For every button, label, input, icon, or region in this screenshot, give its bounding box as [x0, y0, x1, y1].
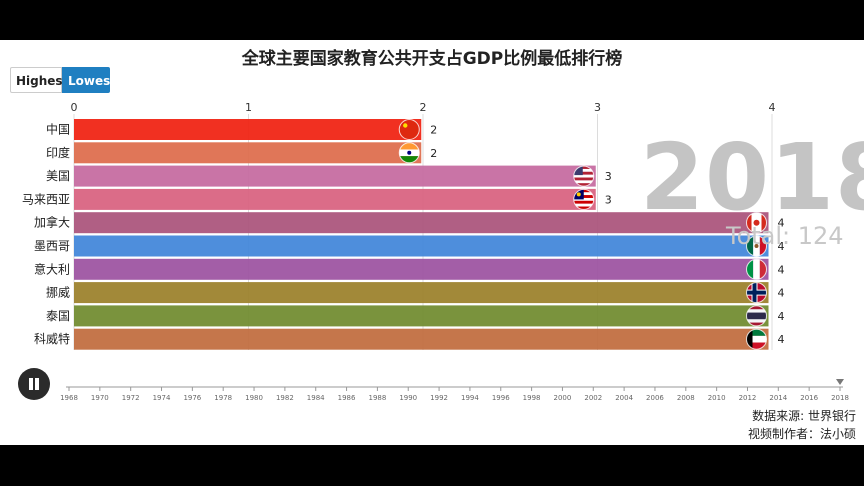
- bar: [74, 305, 769, 327]
- category-label: 加拿大: [34, 215, 70, 230]
- timeline-year-label: 1982: [276, 394, 294, 402]
- bar: [74, 119, 422, 140]
- timeline-year-label: 1994: [461, 394, 479, 402]
- data-label: 2: [430, 124, 437, 137]
- malaysia-flag-icon: [573, 188, 595, 210]
- data-label: 4: [778, 310, 785, 323]
- timeline-year-label: 2004: [615, 394, 633, 402]
- timeline-year-label: 2000: [554, 394, 572, 402]
- timeline-year-label: 1970: [91, 394, 109, 402]
- data-label: 2: [430, 147, 437, 160]
- timeline-year-label: 1988: [368, 394, 386, 402]
- data-label: 4: [778, 263, 785, 276]
- bar: [74, 188, 596, 210]
- category-label: 意大利: [34, 261, 70, 276]
- china-flag-icon: [398, 119, 420, 140]
- chart-title: 全球主要国家教育公共开支占GDP比例最低排行榜: [241, 49, 623, 69]
- usa-flag-icon: [573, 165, 595, 187]
- timeline-year-label: 2010: [708, 394, 726, 402]
- italy-flag-icon: [746, 258, 768, 280]
- category-label: 墨西哥: [34, 239, 70, 253]
- bar: [74, 165, 596, 187]
- lowest-toggle-button[interactable]: Lowest: [62, 67, 116, 93]
- category-label: 挪威: [46, 286, 70, 300]
- bar: [74, 282, 769, 304]
- timeline-year-label: 1992: [430, 394, 448, 402]
- x-tick-label: 3: [594, 101, 601, 114]
- india-flag-icon: [398, 142, 420, 164]
- timeline-marker-icon: [836, 379, 844, 385]
- pause-button[interactable]: [18, 368, 50, 400]
- timeline-year-label: 1976: [183, 394, 201, 402]
- data-source-text: 数据来源: 世界银行: [752, 409, 856, 423]
- bar: [74, 328, 769, 350]
- timeline-year-label: 1998: [523, 394, 541, 402]
- kuwait-flag-icon: [746, 328, 768, 350]
- bar: [74, 142, 422, 164]
- timeline-year-label: 2014: [769, 394, 787, 402]
- timeline-year-label: 2016: [800, 394, 818, 402]
- category-label: 马来西亚: [22, 192, 70, 206]
- bar: [74, 235, 769, 257]
- x-tick-label: 1: [245, 101, 252, 114]
- timeline-year-label: 1986: [338, 394, 356, 402]
- x-tick-label: 2: [420, 101, 427, 114]
- category-label: 泰国: [46, 309, 70, 323]
- timeline-year-label: 1972: [122, 394, 140, 402]
- total-watermark: Total: 124: [726, 222, 844, 250]
- bar: [74, 212, 769, 234]
- x-tick-label: 0: [71, 101, 78, 114]
- timeline-year-label: 2002: [584, 394, 602, 402]
- highest-toggle-button[interactable]: Highest: [10, 67, 68, 93]
- timeline-year-label: 2008: [677, 394, 695, 402]
- timeline-year-label: 1968: [60, 394, 78, 402]
- timeline-year-label: 2018: [831, 394, 849, 402]
- video-frame: 全球主要国家教育公共开支占GDP比例最低排行榜 Highest Lowest 0…: [0, 40, 864, 445]
- timeline-year-label: 2012: [739, 394, 757, 402]
- category-label: 印度: [46, 145, 70, 160]
- timeline-year-label: 1978: [214, 394, 232, 402]
- timeline-year-label: 1990: [399, 394, 417, 402]
- data-label: 4: [778, 287, 785, 300]
- bar-chart: 0 1 2 3 4 中国 2 印度 2 美国 3 马来西亚 3 加拿大 4 墨西哥 4 意大利 4 挪威 4 泰国 4 科威特…: [22, 101, 849, 402]
- data-label: 4: [778, 333, 785, 346]
- author-text: 视频制作者：法小硕: [747, 427, 856, 441]
- bar: [74, 258, 769, 280]
- timeline-year-label: 2006: [646, 394, 664, 402]
- canada-flag-icon: [746, 212, 768, 234]
- timeline-year-label: 1980: [245, 394, 263, 402]
- thailand-flag-icon: [746, 305, 768, 327]
- category-label: 科威特: [34, 331, 70, 346]
- x-tick-label: 4: [769, 101, 776, 114]
- mexico-flag-icon: [746, 235, 768, 257]
- category-label: 中国: [46, 122, 70, 137]
- pause-icon: [29, 378, 33, 390]
- data-label: 4: [778, 240, 785, 253]
- timeline-year-label: 1984: [307, 394, 325, 402]
- data-label: 4: [778, 217, 785, 230]
- category-label: 美国: [46, 169, 70, 183]
- timeline-year-label: 1996: [492, 394, 510, 402]
- data-label: 3: [605, 170, 612, 183]
- timeline-year-label: 1974: [153, 394, 171, 402]
- year-watermark: 2018: [640, 124, 864, 231]
- norway-flag-icon: [746, 282, 768, 304]
- data-label: 3: [605, 193, 612, 206]
